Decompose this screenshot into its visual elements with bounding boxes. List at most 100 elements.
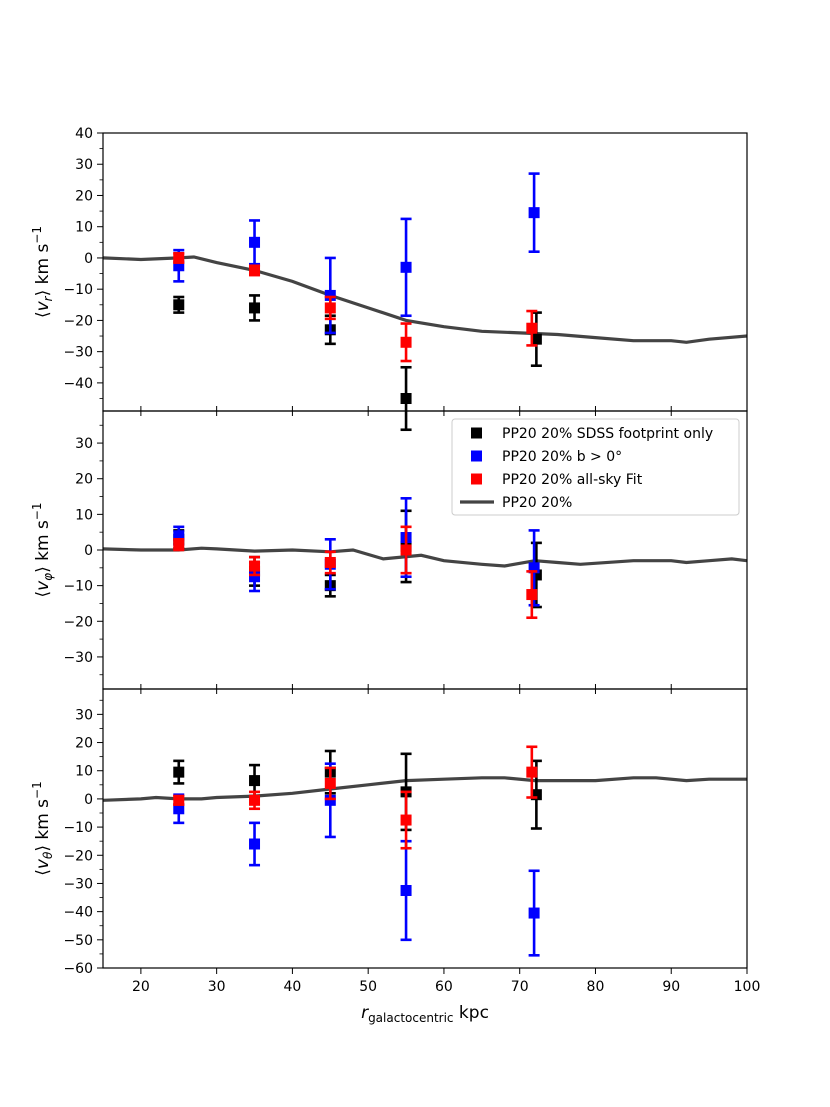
legend-label-3: PP20 20% — [502, 495, 572, 511]
data-point — [249, 236, 261, 248]
data-point — [249, 302, 261, 314]
data-point — [528, 907, 540, 919]
data-point — [249, 264, 261, 276]
x-axis-label: rgalactocentric kpc — [361, 1003, 489, 1025]
y-tick-label: −60 — [63, 961, 93, 977]
data-point — [528, 207, 540, 219]
x-tick-label: 50 — [359, 979, 377, 995]
series-vr-2 — [173, 251, 538, 363]
data-point — [400, 336, 412, 348]
y-tick-label: −50 — [63, 933, 93, 949]
data-point — [530, 333, 542, 345]
data-point — [324, 794, 336, 806]
legend-swatch-2 — [471, 473, 482, 485]
series-vr-1 — [173, 172, 540, 335]
legend-swatch-0 — [471, 427, 482, 439]
y-axis-label-vtheta: ⟨vθ⟩ km s−1 — [30, 781, 55, 875]
y-tick-label: 0 — [84, 251, 93, 267]
series-vtheta-2 — [173, 745, 538, 850]
panel-vphi: −30 −20 −10 0 10 20 30 ⟨vφ⟩ km s−1 — [30, 410, 748, 694]
legend-frame — [451, 418, 740, 516]
data-point — [526, 589, 538, 601]
y-tick-label: 10 — [75, 764, 93, 780]
data-point — [530, 569, 542, 581]
data-point — [530, 789, 542, 801]
y-tick-label: −10 — [63, 282, 93, 298]
legend: PP20 20% SDSS footprint only PP20 20% b >… — [451, 418, 740, 516]
data-point — [400, 885, 412, 896]
y-tick-label: −10 — [63, 820, 93, 836]
series-vphi-2 — [173, 525, 538, 620]
y-tick-label: −40 — [63, 905, 93, 921]
y-tick-label: −10 — [63, 579, 93, 595]
data-point — [173, 299, 185, 311]
x-tick-label: 20 — [132, 979, 150, 995]
data-point — [173, 803, 185, 815]
legend-label-0: PP20 20% SDSS footprint only — [502, 426, 713, 442]
data-point — [324, 289, 336, 301]
model-line-vr — [103, 255, 747, 344]
data-point — [526, 322, 538, 334]
x-tick-label: 100 — [734, 979, 761, 995]
data-point — [249, 794, 261, 806]
x-tick-label: 80 — [587, 979, 605, 995]
y-tick-label: −20 — [63, 614, 93, 630]
data-point — [249, 571, 261, 583]
series-vtheta-1 — [173, 762, 540, 957]
y-tick-label: −20 — [63, 313, 93, 329]
y-tick-label: 0 — [84, 792, 93, 808]
x-tick-label: 30 — [208, 979, 226, 995]
y-tick-label: −30 — [63, 876, 93, 892]
y-tick-label: 20 — [75, 736, 93, 752]
x-tick-label: 40 — [283, 979, 301, 995]
data-point — [324, 302, 336, 314]
y-tick-label: 30 — [75, 707, 93, 723]
axes-frame-vr — [102, 132, 748, 412]
series-vtheta-0 — [173, 749, 542, 832]
data-point — [249, 560, 261, 572]
y-axis-label-vr: ⟨vr⟩ km s−1 — [30, 226, 55, 318]
data-point — [173, 794, 185, 806]
y-axis-label-vphi: ⟨vφ⟩ km s−1 — [30, 502, 55, 597]
y-tick-label: 0 — [84, 543, 93, 559]
data-point — [249, 775, 261, 787]
model-line-vphi — [103, 546, 747, 568]
y-tick-label: 20 — [75, 188, 93, 204]
axes-frame-vtheta — [102, 688, 748, 969]
data-point — [324, 556, 336, 568]
data-point — [400, 261, 412, 273]
data-point — [400, 544, 412, 556]
data-point — [173, 252, 185, 264]
y-tick-label: −20 — [63, 848, 93, 864]
panel-vr: −40 −30 −20 −10 0 10 20 30 40 ⟨vr⟩ km s−1 — [30, 126, 748, 432]
y-tick-label: −40 — [63, 376, 93, 392]
data-point — [249, 838, 261, 850]
y-tick-label: −30 — [63, 650, 93, 666]
legend-label-1: PP20 20% b > 0° — [502, 449, 622, 465]
x-tick-label: 70 — [511, 979, 529, 995]
data-point — [173, 530, 185, 542]
data-point — [400, 814, 412, 826]
data-point — [526, 766, 538, 778]
y-tick-label: 30 — [75, 157, 93, 173]
y-tick-label: 30 — [75, 436, 93, 452]
data-point — [173, 766, 185, 778]
x-tick-label: 90 — [662, 979, 680, 995]
x-axis-label-text: rgalactocentric kpc — [361, 1003, 489, 1025]
series-vphi-0 — [173, 509, 542, 609]
y-tick-label: −30 — [63, 345, 93, 361]
data-point — [324, 777, 336, 789]
y-tick-label: 20 — [75, 472, 93, 488]
y-tick-label: 10 — [75, 507, 93, 523]
data-point — [528, 562, 540, 574]
model-line-vtheta — [103, 776, 747, 802]
y-tick-label: 40 — [75, 126, 93, 142]
series-vr-0 — [173, 294, 542, 432]
panel-vtheta: −60 −50 −40 −30 −20 −10 0 10 20 30 20 30 40 50 60 70 80 9… — [30, 688, 761, 995]
data-point — [173, 539, 185, 551]
x-tick-label: 60 — [435, 979, 453, 995]
legend-label-2: PP20 20% all-sky Fit — [502, 472, 643, 488]
data-point — [400, 393, 412, 405]
data-point — [173, 260, 185, 272]
